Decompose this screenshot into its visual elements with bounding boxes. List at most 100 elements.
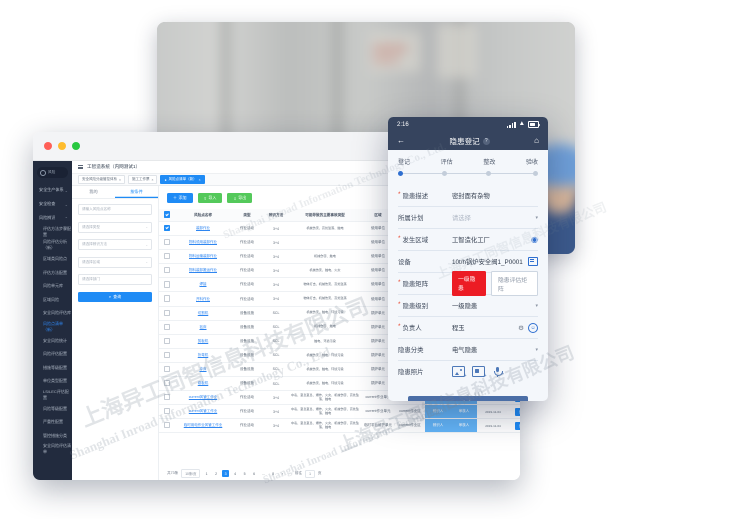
field-hazard-description[interactable]: * 隐患描述 密封面有杂物 [398,185,538,207]
row-checkbox-cell[interactable] [159,235,175,251]
sidebar-search-input[interactable]: 风险 [37,167,68,178]
sidebar-item-0[interactable]: 评估方法步骤配置 [33,225,72,239]
sidebar-group-risk-identification[interactable]: 风险辨识 ⌃ [33,211,72,225]
page-6[interactable]: 6 [253,471,256,476]
field-occurrence-area[interactable]: * 发生区域 工智造化工厂 ◉ [398,229,538,251]
gear-icon[interactable]: ⚙ [518,324,524,332]
cell-name[interactable]: 物料领用装卸作业 [175,235,231,251]
sidebar-item-4[interactable]: 风险单元库 [33,279,72,293]
cell-name[interactable]: 折弯机 [175,348,231,363]
tab-1[interactable]: 施工工作票 × [127,174,158,185]
page-2[interactable]: 2 [215,471,218,476]
risk-point-link[interactable]: 物料领用装卸作业 [189,240,217,245]
cell-name[interactable]: 冲床 [175,362,231,378]
field-hazard-level[interactable]: * 隐患级别 一级隐患 ▾ [398,295,538,317]
step-label-3[interactable]: 验收 [525,160,538,166]
cell-name[interactable]: 开料作业 [175,291,231,307]
step-label-0[interactable]: 登记 [398,160,411,166]
submit-button[interactable]: 上报 [408,396,528,401]
risk-point-link[interactable]: 装卸作业 [196,226,210,231]
filter-field-name[interactable]: 请输入风险点名称 [78,204,152,215]
select-all-cell[interactable] [159,209,175,222]
row-checkbox-cell[interactable] [159,390,175,406]
row-view-button[interactable]: 查看 [515,421,520,430]
checkbox-icon[interactable] [163,267,171,274]
page-size-select[interactable]: 10条/页 [181,469,201,478]
page-3-active[interactable]: 3 [222,470,229,477]
sidebar-group-safety-check[interactable]: 安全检查 ⌄ [33,197,72,211]
help-icon[interactable]: ? [482,137,490,145]
risk-point-link[interactable]: 临时用电作业风管工作业 [183,423,223,428]
sidebar-item-13[interactable]: 风险等级配置 [33,402,72,416]
sidebar-item-3[interactable]: 评估方法配置 [33,266,72,280]
cell-name[interactable]: 卷板机 [175,376,231,392]
filter-field-type[interactable]: 请选择类型 ⌄ [78,221,152,233]
tab-2-active[interactable]: ● 风险点清单（新） × [160,174,205,185]
table-row[interactable]: 临时用电作业风管工作业 作业活动 3+4 中毒、窒息窒息、爆炸、火灾、机械伤害、高处坠… [159,418,520,434]
field-equipment[interactable]: 设备 10t/h锅炉安全阀1_P0001 [398,251,538,273]
sidebar-item-8[interactable]: 安全风险统计 [33,334,72,348]
checkbox-icon[interactable] [163,337,171,344]
sidebar-item-14[interactable]: 严重性配置 [33,415,72,429]
person-picker-icon[interactable]: ☺ [528,322,538,333]
hamburger-icon[interactable] [78,164,83,170]
window-close-button[interactable] [44,142,52,150]
page-1[interactable]: 1 [205,471,208,476]
add-photo-icon[interactable]: + [452,366,467,378]
sidebar-item-11[interactable]: 单位类型配置 [33,375,72,389]
checkbox-icon[interactable] [163,394,171,401]
checkbox-icon[interactable] [163,211,171,218]
row-checkbox-cell[interactable] [159,306,175,321]
sidebar-item-5[interactable]: 区域风险 [33,293,72,307]
row-checkbox-cell[interactable] [159,418,175,434]
goto-input[interactable]: 1 [305,469,315,478]
sidebar-item-1[interactable]: 风险评估分析（新） [33,239,72,253]
filter-field-dept[interactable]: 请选择部门 [78,274,152,285]
cell-name[interactable]: 焊接 [175,277,231,293]
close-icon[interactable]: × [151,177,154,182]
row-checkbox-cell[interactable] [159,320,175,335]
risk-point-link[interactable]: 物料运输装卸作业 [189,254,217,259]
row-checkbox-cell[interactable] [159,277,175,293]
checkbox-icon[interactable] [163,295,171,302]
risk-point-link[interactable]: 切割机 [197,310,209,315]
row-checkbox-cell[interactable] [159,221,175,237]
sidebar-item-6[interactable]: 安全风险评估库 [33,307,72,321]
cell-name[interactable]: 剪板机 [175,334,231,349]
sidebar-item-12[interactable]: LS/LEC评估配置 [33,388,72,402]
add-video-icon[interactable]: + [472,366,487,378]
filter-field-method[interactable]: 请选择辨识方法 ⌄ [78,239,152,250]
field-hazard-category[interactable]: 隐患分类 电气隐患 ▾ [398,339,538,361]
row-checkbox-cell[interactable] [159,376,175,392]
sidebar-item-10[interactable]: 措施等级配置 [33,361,72,375]
cell-operation[interactable]: 查看 [509,418,520,434]
step-dot-0-active[interactable] [398,171,404,177]
checkbox-icon[interactable] [163,323,171,330]
window-minimize-button[interactable] [58,142,66,150]
risk-point-link[interactable]: 物料装卸搬运作业 [189,268,217,273]
cell-name[interactable]: current风管工作业 [175,404,231,420]
row-checkbox-cell[interactable] [159,291,175,307]
sidebar-item-15[interactable]: 管控措施分类 [33,429,72,443]
row-checkbox-cell[interactable] [159,362,175,378]
checkbox-icon[interactable] [163,224,171,232]
window-maximize-button[interactable] [72,142,80,150]
cell-name[interactable]: 物料装卸搬运作业 [175,263,231,279]
checkbox-icon[interactable] [163,408,171,415]
equipment-picker-icon[interactable] [528,257,538,266]
risk-point-link[interactable]: 剪板机 [197,338,209,343]
risk-point-link[interactable]: 开料作业 [196,296,210,301]
checkbox-icon[interactable] [163,253,171,260]
row-view-button[interactable]: 查看 [515,407,520,416]
field-related-plan[interactable]: 所属计划 请选择 ▾ [398,207,538,229]
location-pin-icon[interactable]: ◉ [531,234,538,244]
checkbox-icon[interactable] [163,281,171,288]
export-button[interactable]: ⇩ 导出 [227,193,253,203]
close-icon[interactable]: × [119,177,121,182]
add-audio-icon[interactable]: + [492,366,504,377]
search-button[interactable]: ⌕ 查询 [78,292,152,302]
cell-name[interactable]: 切割机 [175,306,231,321]
table-row[interactable]: current风管工作业 作业活动 3+4 中毒、窒息窒息、爆炸、火灾、机械伤害、高处… [159,404,520,420]
home-icon[interactable]: ⌂ [534,136,539,145]
tab-0[interactable]: 安全风险分级管控体系 × [78,174,125,185]
